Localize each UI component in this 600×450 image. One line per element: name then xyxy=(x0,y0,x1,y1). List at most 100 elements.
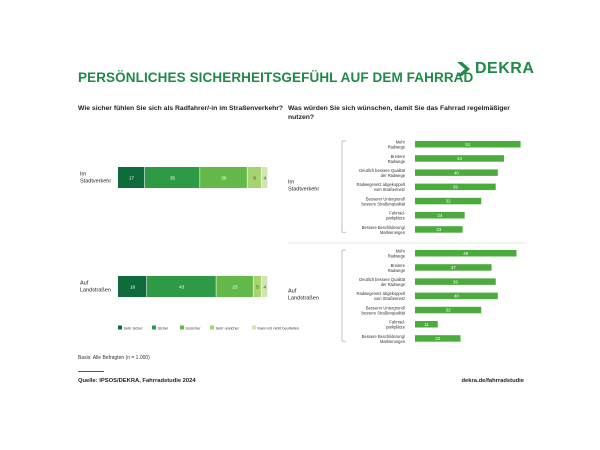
category-label: Im xyxy=(80,172,87,178)
bar-category-label: Mehr xyxy=(396,140,406,145)
category-label: Auf xyxy=(80,281,89,287)
basis-note: Basis: Alle Befragten (n = 1.000) xyxy=(78,355,150,361)
legend-label: Unsicher xyxy=(186,326,202,330)
bar-category-label: Breitere xyxy=(391,154,406,159)
bar xyxy=(415,306,482,314)
bar-category-label: Radwegenetz abgekoppelt xyxy=(357,291,406,296)
legend-swatch xyxy=(118,325,122,330)
bar-value-label: 11 xyxy=(424,322,429,327)
bar xyxy=(415,335,461,342)
bar-category-label: Besserer Untergrund/ xyxy=(366,305,406,310)
segment-value-label: 5 xyxy=(256,284,259,289)
bar-category-label: parkplätze xyxy=(386,216,406,221)
bar-value-label: 22 xyxy=(435,336,440,341)
question-right: Was würden Sie sich wünschen, damit Sie … xyxy=(288,105,510,121)
segment-value-label: 35 xyxy=(170,175,176,180)
stacked-bar-segment xyxy=(253,276,261,297)
dekra-logo-icon xyxy=(457,62,470,76)
legend-label: Sehr sicher xyxy=(124,326,144,330)
bar-value-label: 37 xyxy=(451,265,456,270)
bar xyxy=(415,212,465,219)
segment-value-label: 43 xyxy=(179,284,185,289)
bar-category-label: Fahrrad- xyxy=(389,211,405,216)
stacked-bar-segment xyxy=(144,167,200,188)
legend-label: Kann ich nicht beurteilen xyxy=(258,326,300,330)
bar-value-label: 49 xyxy=(463,251,468,256)
bar xyxy=(415,278,496,285)
bar-category-label: Bessere Beschilderung/ xyxy=(362,225,406,230)
bar xyxy=(415,264,492,271)
bar xyxy=(415,321,438,328)
bar xyxy=(415,250,517,257)
bar-value-label: 39 xyxy=(453,184,458,189)
dekra-logo: DEKRA xyxy=(456,60,534,78)
bar xyxy=(415,197,482,205)
segment-value-label: 9 xyxy=(253,175,256,180)
bar-value-label: 43 xyxy=(457,156,462,161)
segment-value-label: 18 xyxy=(130,284,136,289)
stacked-bar-segment xyxy=(118,276,147,297)
bar xyxy=(415,292,498,300)
bar xyxy=(415,169,498,176)
bar-category-label: Breitere xyxy=(391,263,406,268)
bar-category-label: bessere Straßenqualität xyxy=(362,310,406,315)
bar xyxy=(415,183,496,191)
group-label: Im xyxy=(288,180,295,186)
bar xyxy=(415,155,505,162)
legend-swatch xyxy=(152,325,156,330)
segment-value-label: 23 xyxy=(232,284,238,289)
bar-category-label: Radwege xyxy=(388,254,406,259)
bar-value-label: 24 xyxy=(437,213,442,218)
category-label: Stadtverkehr xyxy=(80,179,111,185)
bar-value-label: 51 xyxy=(465,142,470,147)
bar-category-label: Radwegenetz abgekoppelt xyxy=(357,182,406,187)
bar-category-label: der Radwege xyxy=(381,282,406,287)
bar-value-label: 32 xyxy=(446,308,451,313)
segment-value-label: 4 xyxy=(263,284,266,289)
bar-category-label: Mehr xyxy=(396,249,406,254)
stacked-bar-segment xyxy=(118,167,145,188)
bar-category-label: Deutlich bessere Qualität xyxy=(359,168,406,173)
source-note: Quelle: IPSOS/DEKRA, Fahrradstudie 2024 xyxy=(78,378,196,384)
group-label: Stadtverkehr xyxy=(288,187,319,193)
bar-category-label: der Radwege xyxy=(381,173,406,178)
legend-swatch xyxy=(180,325,184,330)
bar-category-label: Radwege xyxy=(388,159,406,164)
bar-category-label: Deutlich bessere Qualität xyxy=(359,277,406,282)
divider xyxy=(78,371,104,372)
bar-value-label: 39 xyxy=(453,279,458,284)
legend-swatch xyxy=(210,325,214,330)
legend-label: Sicher xyxy=(158,326,169,330)
bar-category-label: Besserer Untergrund/ xyxy=(366,196,406,201)
segment-value-label: 4 xyxy=(264,175,267,180)
bar-category-label: Markierungen xyxy=(380,230,406,235)
stacked-bar-segment xyxy=(200,167,247,188)
page-title: PERSÖNLICHES SICHERHEITSGEFÜHL AUF DEM F… xyxy=(78,70,474,85)
group-label: Auf xyxy=(288,289,297,295)
bar-category-label: vom Straßennetz xyxy=(374,187,405,192)
stacked-bar-segment xyxy=(261,276,268,297)
bar-category-label: Radwege xyxy=(388,145,406,150)
bar-category-label: Bessere Beschilderung/ xyxy=(362,334,406,339)
bar xyxy=(415,226,463,233)
bar xyxy=(415,141,521,148)
bar-category-label: parkplätze xyxy=(386,325,406,330)
bar-value-label: 32 xyxy=(446,199,451,204)
bar-value-label: 40 xyxy=(454,170,459,175)
stacked-bar-segment xyxy=(147,276,216,297)
bar-category-label: Fahrrad- xyxy=(389,320,405,325)
bar-category-label: Markierungen xyxy=(380,339,406,344)
segment-value-label: 30 xyxy=(221,175,227,180)
bar-value-label: 23 xyxy=(436,227,441,232)
segment-value-label: 17 xyxy=(129,175,135,180)
bar-category-label: Radwege xyxy=(388,268,406,273)
bar-category-label: vom Straßennetz xyxy=(374,296,405,301)
stacked-bar-segment xyxy=(247,167,262,188)
stacked-bar-segment xyxy=(216,276,253,297)
legend-swatch xyxy=(252,325,256,330)
bar-value-label: 40 xyxy=(454,293,459,298)
category-label: Landstraßen xyxy=(80,288,111,294)
study-link[interactable]: dekra.de/fahrradstudie xyxy=(461,378,525,384)
bar-category-label: bessere Straßenqualität xyxy=(362,201,406,206)
